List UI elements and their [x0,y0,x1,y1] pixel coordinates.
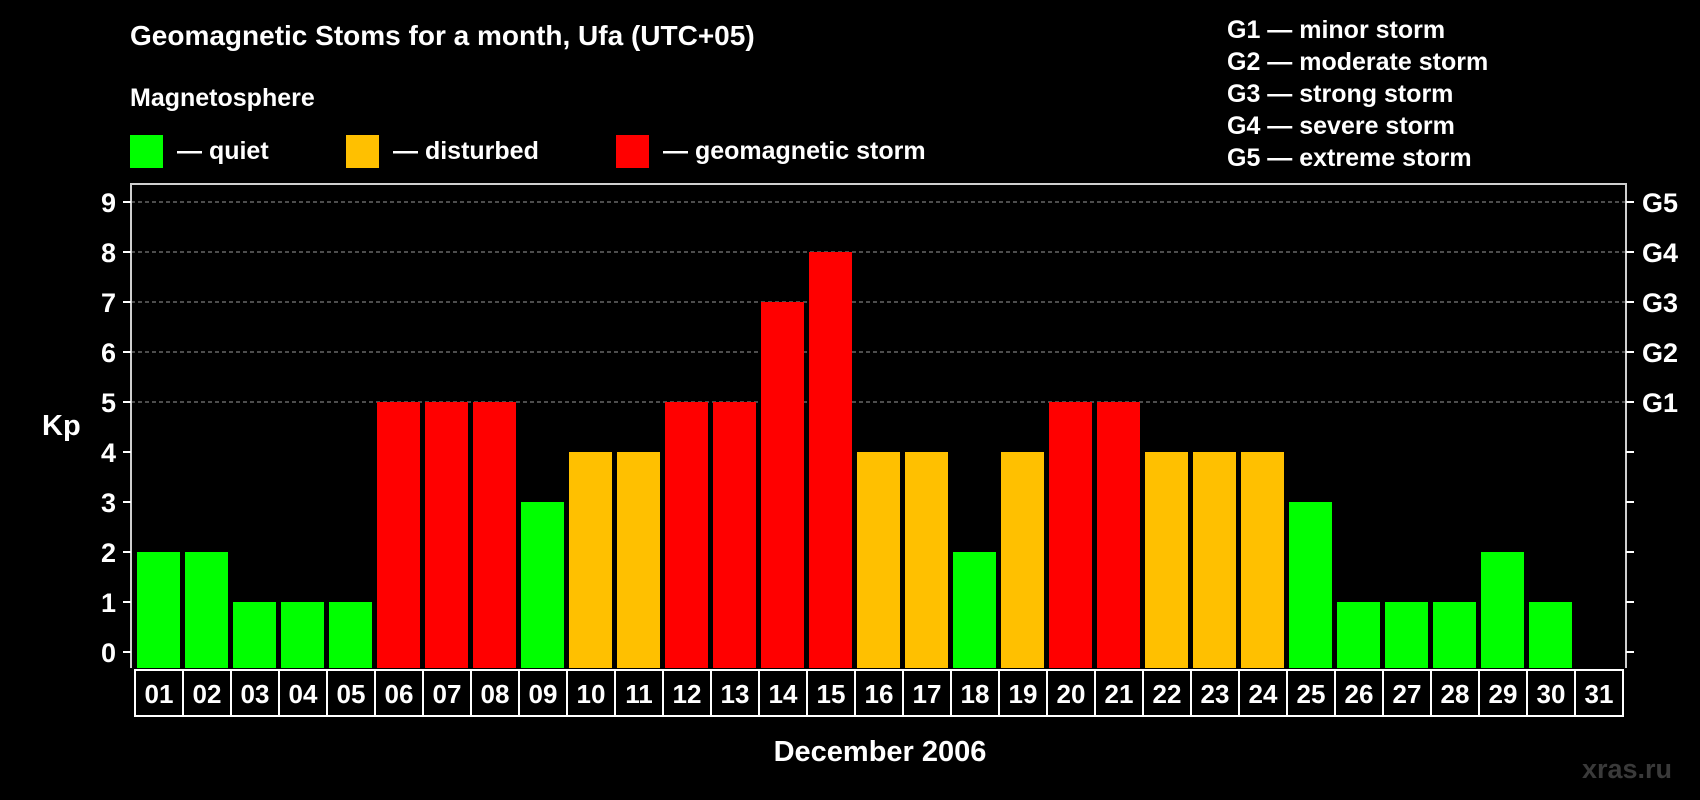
bar-day-14 [761,302,804,668]
bar-day-18 [953,552,996,668]
x-tick-label: 30 [1537,679,1566,709]
bar-day-19 [1001,452,1044,668]
storm-scale-g3: G3 — strong storm [1227,80,1454,108]
storm-scale-g5: G5 — extreme storm [1227,144,1472,172]
bar-day-30 [1529,602,1572,668]
x-tick-label: 08 [481,679,510,709]
legend-item-disturbed: — disturbed [346,134,539,168]
legend-label-quiet: — quiet [177,136,269,165]
legend-swatch-quiet [130,134,163,168]
y-tick-label: 9 [101,188,116,218]
bar-day-16 [857,452,900,668]
storm-level-label: G4 [1642,238,1678,268]
bar-day-29 [1481,552,1524,668]
x-tick-label: 20 [1057,679,1086,709]
x-tick-label: 11 [625,679,653,709]
bar-day-06 [377,402,420,668]
plot-frame [130,183,1627,668]
x-tick-label: 15 [817,679,846,709]
bar-day-27 [1385,602,1428,668]
legend-swatch-disturbed [346,134,379,168]
x-tick-label: 29 [1489,679,1518,709]
storm-level-label: G3 [1642,288,1678,318]
bar-day-05 [329,602,372,668]
x-tick-label: 25 [1297,679,1326,709]
x-tick-label: 22 [1153,679,1182,709]
y-axis-label: Kp [42,410,81,442]
x-tick-label: 26 [1345,679,1374,709]
x-tick-label: 27 [1393,679,1422,709]
storm-level-label: G1 [1642,388,1678,418]
bar-day-23 [1193,452,1236,668]
bar-day-24 [1241,452,1284,668]
x-tick-label: 18 [961,679,990,709]
x-tick-label: 16 [865,679,894,709]
x-tick-label: 14 [769,679,798,709]
watermark: xras.ru [1581,754,1672,784]
y-tick-label: 4 [101,438,116,468]
y-tick-label: 1 [101,588,116,618]
x-tick-label: 03 [241,679,270,709]
bar-day-12 [665,402,708,668]
x-tick-label: 01 [145,679,174,709]
storm-scale-g4: G4 — severe storm [1227,112,1455,140]
y-tick-label: 8 [101,238,116,268]
y-tick-label: 6 [101,338,116,368]
legend-label-disturbed: — disturbed [393,136,539,165]
legend-item-quiet: — quiet [130,134,269,168]
x-axis-label: December 2006 [773,736,987,768]
x-tick-label: 06 [385,679,414,709]
storm-scale-g1: G1 — minor storm [1227,16,1446,44]
bar-day-01 [137,552,180,668]
bar-day-21 [1097,402,1140,668]
y-tick-label: 7 [101,288,116,318]
x-tick-label: 05 [337,679,366,709]
bar-day-10 [569,452,612,668]
x-tick-label: 07 [433,679,462,709]
storm-scale-g2: G2 — moderate storm [1227,48,1489,76]
x-tick-label: 10 [577,679,606,709]
x-tick-label: 28 [1441,679,1470,709]
y-tick-label: 2 [101,538,116,568]
y-tick-label: 0 [101,638,116,668]
x-tick-label: 12 [673,679,702,709]
bar-day-04 [281,602,324,668]
bar-day-20 [1049,402,1092,668]
x-category-box [1574,669,1624,717]
legend-swatch-storm [616,134,649,168]
bar-day-25 [1289,502,1332,668]
y-tick-label: 5 [101,388,116,418]
x-tick-label: 31 [1585,679,1614,709]
storm-scale-legend: G1 — minor storm G2 — moderate storm G3 … [1227,14,1488,174]
bar-day-11 [617,452,660,668]
bar-day-07 [425,402,468,668]
x-tick-label: 21 [1105,679,1134,709]
x-tick-label: 23 [1201,679,1230,709]
bar-day-09 [521,502,564,668]
y-tick-label: 3 [101,488,116,518]
bar-day-28 [1433,602,1476,668]
x-tick-label: 17 [913,679,942,709]
x-tick-label: 04 [289,679,318,709]
legend-heading: Magnetosphere [130,84,315,112]
bar-day-08 [473,402,516,668]
x-tick-label: 09 [529,679,558,709]
bar-day-03 [233,602,276,668]
bar-day-26 [1337,602,1380,668]
bar-day-02 [185,552,228,668]
bar-day-22 [1145,452,1188,668]
bar-day-15 [809,252,852,668]
legend-item-storm: — geomagnetic storm [616,134,926,168]
storm-level-label: G5 [1642,188,1678,218]
x-tick-label: 24 [1249,679,1278,709]
x-tick-label: 13 [721,679,750,709]
storm-level-label: G2 [1642,338,1678,368]
x-tick-label: 02 [193,679,222,709]
bar-day-13 [713,402,756,668]
x-tick-label: 19 [1009,679,1038,709]
bar-day-17 [905,452,948,668]
chart-title: Geomagnetic Stoms for a month, Ufa (UTC+… [130,20,755,51]
legend-label-storm: — geomagnetic storm [663,136,926,165]
